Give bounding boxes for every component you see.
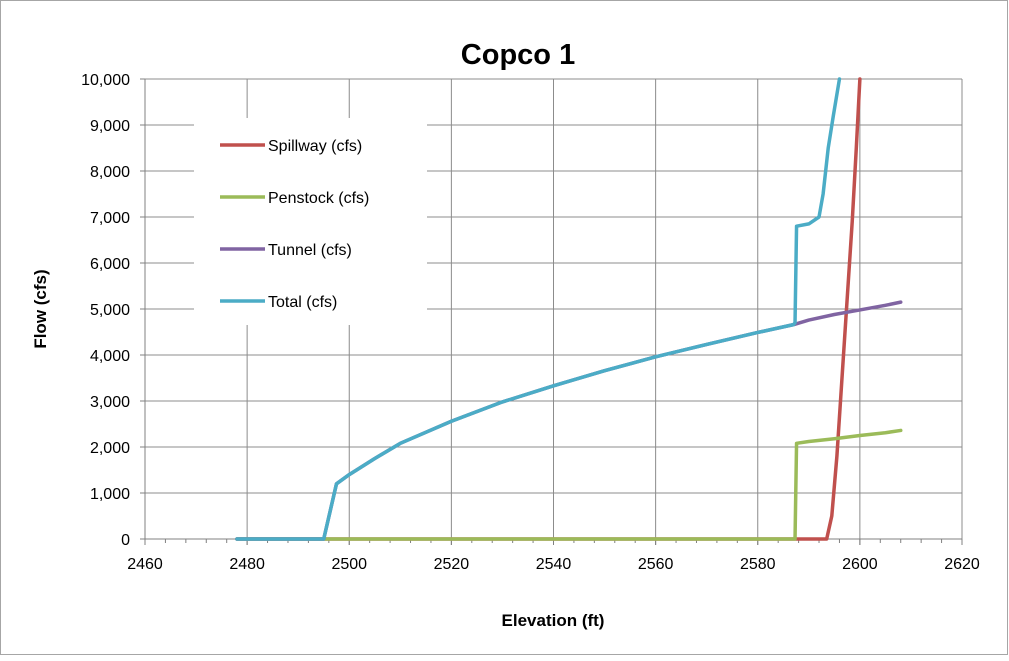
- y-tick-labels: 0 1,000 2,000 3,000 4,000 5,000 6,000 7,000 8,00…: [81, 72, 130, 549]
- chart-title: Copco 1: [461, 39, 575, 71]
- y-tick-label: 2,000: [90, 440, 130, 457]
- y-tick-label: 5,000: [90, 302, 130, 319]
- x-tick-labels: 2460 2480 2500 2520 2540 2560 2580 2600 2620: [127, 556, 980, 573]
- x-tick-label: 2540: [536, 556, 572, 573]
- legend-label-3: Total (cfs): [268, 294, 337, 311]
- y-tick-label: 3,000: [90, 394, 130, 411]
- x-tick-label: 2520: [434, 556, 470, 573]
- y-tick-label: 8,000: [90, 164, 130, 181]
- y-axis-label: Flow (cfs): [31, 269, 50, 348]
- y-tick-label: 1,000: [90, 486, 130, 503]
- series-line-3: [235, 77, 842, 541]
- y-tick-label: 0: [121, 532, 130, 549]
- y-tick-label: 9,000: [90, 118, 130, 135]
- x-tick-label: 2580: [740, 556, 776, 573]
- series-line-1: [235, 428, 903, 541]
- x-tick-label: 2460: [127, 556, 163, 573]
- series-line-0: [235, 77, 862, 541]
- x-tick-label: 2480: [229, 556, 265, 573]
- legend-label-1: Penstock (cfs): [268, 190, 369, 207]
- y-tick-label: 10,000: [81, 72, 130, 89]
- legend: Spillway (cfs) Penstock (cfs) Tunnel (cfs)…: [194, 118, 427, 325]
- y-tick-label: 7,000: [90, 210, 130, 227]
- x-tick-label: 2620: [944, 556, 980, 573]
- y-tick-label: 6,000: [90, 256, 130, 273]
- legend-label-2: Tunnel (cfs): [268, 242, 352, 259]
- legend-box: [194, 118, 427, 325]
- x-tick-label: 2600: [842, 556, 878, 573]
- y-tick-label: 4,000: [90, 348, 130, 365]
- x-tick-label: 2500: [331, 556, 367, 573]
- x-axis-label: Elevation (ft): [502, 611, 605, 630]
- legend-label-0: Spillway (cfs): [268, 138, 362, 155]
- series-lines: [235, 77, 903, 541]
- x-tick-label: 2560: [638, 556, 674, 573]
